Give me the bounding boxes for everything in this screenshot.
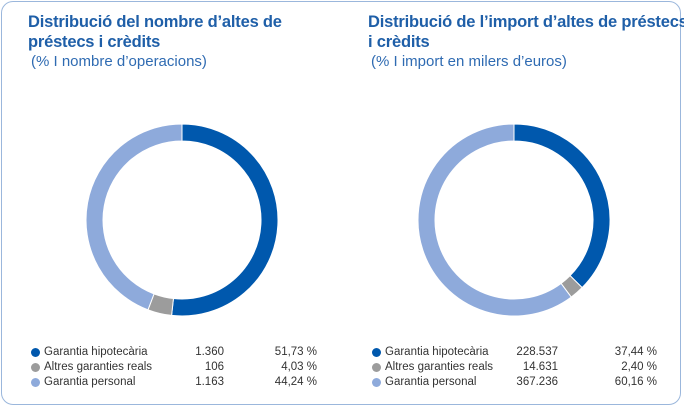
legend-swatch xyxy=(31,378,40,387)
donut-slice-2 xyxy=(417,123,572,317)
legend-label: Garantia personal xyxy=(385,376,477,388)
legend-swatch xyxy=(31,348,40,357)
legend-row: Altres garanties reals 14.631 2,40 % xyxy=(372,361,672,376)
legend-percent: 60,16 % xyxy=(614,376,657,388)
chart-title-operations: Distribució del nombre d’altes de préste… xyxy=(28,13,282,51)
legend-row: Altres garanties reals 106 4,03 % xyxy=(31,361,331,376)
panel-operations: Distribució del nombre d’altes de préste… xyxy=(0,0,340,406)
legend-row: Garantia personal 367.236 60,16 % xyxy=(372,376,672,391)
legend-row: Garantia personal 1.163 44,24 % xyxy=(31,376,331,391)
legend-count: 1.163 xyxy=(195,376,224,388)
legend-swatch xyxy=(372,348,381,357)
legend-label: Garantia hipotecària xyxy=(44,346,148,358)
legend-row: Garantia hipotecària 1.360 51,73 % xyxy=(31,346,331,361)
legend-count: 106 xyxy=(204,361,224,373)
legend-percent: 2,40 % xyxy=(621,361,657,373)
chart-subtitle-amount: (% I import en milers d’euros) xyxy=(371,53,567,70)
legend-count: 14.631 xyxy=(522,361,558,373)
legend-percent: 44,24 % xyxy=(274,376,317,388)
legend-amount: Garantia hipotecària 228.537 37,44 % Altres… xyxy=(372,346,672,391)
legend-label: Garantia hipotecària xyxy=(385,346,489,358)
legend-operations: Garantia hipotecària 1.360 51,73 % Altres g… xyxy=(31,346,331,391)
legend-label: Garantia personal xyxy=(44,376,136,388)
legend-count: 1.360 xyxy=(195,346,224,358)
donut-slice-2 xyxy=(85,123,183,311)
legend-label: Altres garanties reals xyxy=(44,361,153,373)
legend-count: 367.236 xyxy=(516,376,558,388)
donut-chart-operations xyxy=(85,123,279,317)
legend-swatch xyxy=(31,363,40,372)
legend-label: Altres garanties reals xyxy=(385,361,494,373)
donut-chart-amount xyxy=(417,123,611,317)
legend-swatch xyxy=(372,363,381,372)
legend-percent: 4,03 % xyxy=(281,361,317,373)
legend-percent: 37,44 % xyxy=(614,346,657,358)
chart-subtitle-operations: (% I nombre d’operacions) xyxy=(31,53,207,70)
legend-row: Garantia hipotecària 228.537 37,44 % xyxy=(372,346,672,361)
legend-swatch xyxy=(372,378,381,387)
donut-slice-0 xyxy=(171,123,279,317)
panel-amount: Distribució de l’import d’altes de prést… xyxy=(340,0,684,406)
chart-title-amount: Distribució de l’import d’altes de prést… xyxy=(368,13,684,51)
legend-percent: 51,73 % xyxy=(274,346,317,358)
donut-slice-0 xyxy=(513,123,611,289)
legend-count: 228.537 xyxy=(516,346,558,358)
